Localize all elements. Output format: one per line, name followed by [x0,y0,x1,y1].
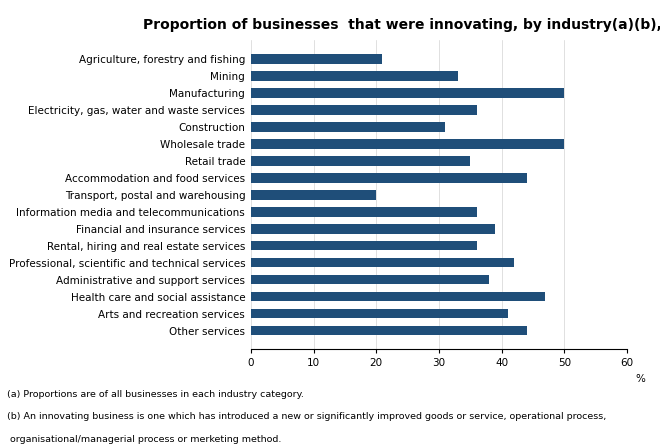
Text: organisational/managerial process or merketing method.: organisational/managerial process or mer… [7,435,281,444]
Text: %: % [636,375,645,384]
Bar [251,241,477,250]
Bar [251,156,470,166]
Bar [251,139,564,149]
Bar [251,190,376,199]
Bar [251,207,477,216]
Text: (b) An innovating business is one which has introduced a new or significantly im: (b) An innovating business is one which … [7,412,606,421]
Bar [251,275,489,284]
Bar [251,258,514,267]
Bar [251,309,508,319]
Bar [251,105,477,115]
Bar [251,71,458,81]
Text: (a) Proportions are of all businesses in each industry category.: (a) Proportions are of all businesses in… [7,390,304,399]
Bar [251,54,383,64]
Bar [251,88,564,98]
Title: Proportion of businesses  that were innovating, by industry(a)(b),  2014-15: Proportion of businesses that were innov… [143,18,660,32]
Bar [251,224,495,233]
Bar [251,326,527,336]
Bar [251,122,445,132]
Bar [251,173,527,183]
Bar [251,292,545,302]
